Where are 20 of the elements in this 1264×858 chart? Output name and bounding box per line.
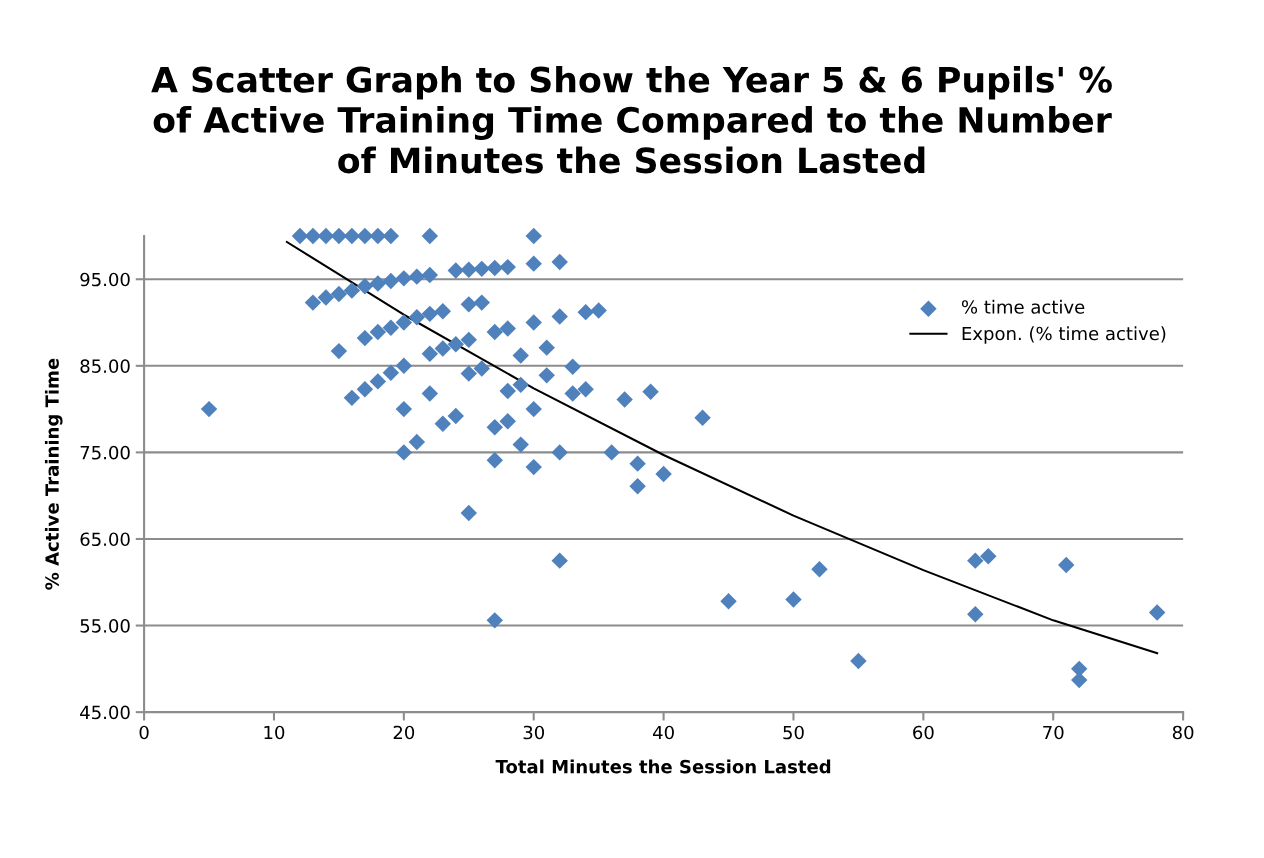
- y-tick-label: 55.00: [80, 619, 130, 633]
- x-tick-label: 70: [1043, 725, 1064, 740]
- x-tick-label: 30: [523, 725, 545, 740]
- x-tick-label: 40: [653, 725, 674, 740]
- x-tick-label: 80: [1172, 725, 1194, 740]
- y-tick-label: 95.00: [80, 272, 130, 287]
- y-tick-label: 45.00: [80, 705, 130, 720]
- y-tick-label: 65.00: [80, 532, 130, 547]
- legend-label: % time active: [961, 299, 1085, 314]
- y-tick-label: 85.00: [80, 359, 130, 373]
- chart-title: A Scatter Graph to Show the Year 5 & 6 Pupils' % of Active Training Time Compared to the Number of Minutes the Session Lasted: [151, 65, 1112, 174]
- x-tick-label: 60: [913, 725, 934, 740]
- x-tick-label: 0: [139, 725, 149, 740]
- legend-label: Expon. (% time active): [962, 326, 1166, 344]
- x-axis-title: Total Minutes the Session Lasted: [495, 759, 831, 774]
- x-tick-label: 20: [393, 725, 415, 740]
- y-tick-label: 75.00: [80, 445, 130, 460]
- x-tick-label: 50: [783, 725, 804, 740]
- x-tick-label: 10: [264, 725, 285, 740]
- y-axis-title: % Active Training Time: [44, 358, 63, 590]
